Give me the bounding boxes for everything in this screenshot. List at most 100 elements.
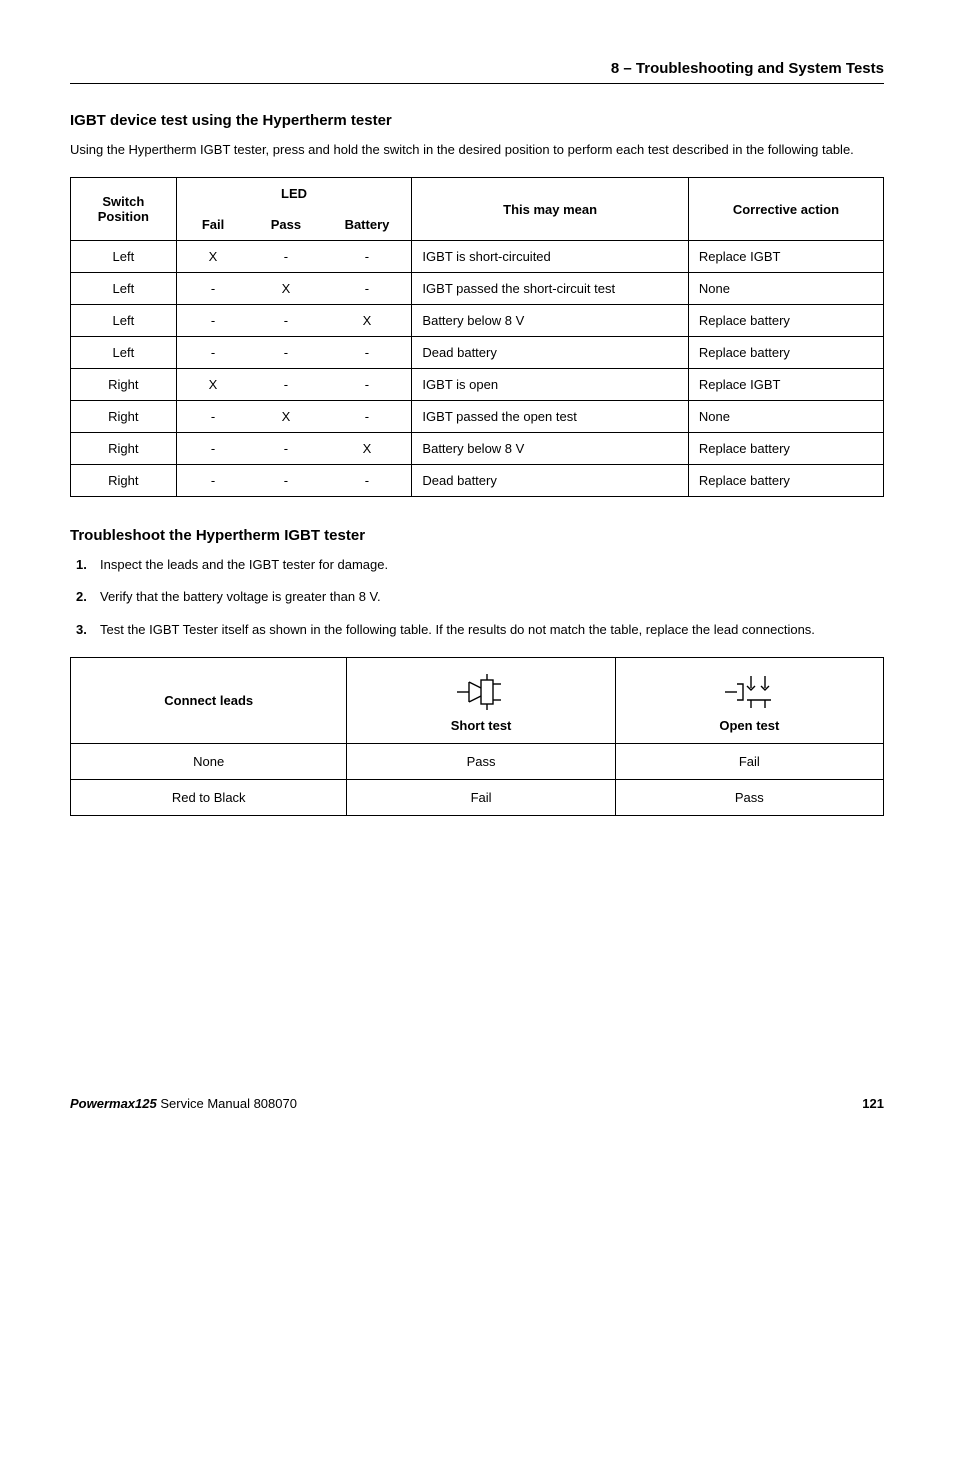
table-row: Left - X - IGBT passed the short-circuit…: [71, 273, 884, 305]
cell-fail: -: [176, 305, 249, 337]
footer-page: 121: [862, 1096, 884, 1111]
cell-action: Replace battery: [688, 305, 883, 337]
th-connect-text: Connect leads: [164, 693, 253, 708]
cell-open: Pass: [615, 779, 883, 815]
section1-intro: Using the Hypertherm IGBT tester, press …: [70, 141, 884, 159]
cell-fail: -: [176, 401, 249, 433]
cell-fail: -: [176, 433, 249, 465]
cell-fail: -: [176, 465, 249, 497]
cell-pos: Right: [71, 369, 177, 401]
page-footer: Powermax125 Service Manual 808070 121: [70, 1096, 884, 1111]
cell-pass: -: [249, 337, 322, 369]
th-action: Corrective action: [688, 178, 883, 241]
cell-pass: -: [249, 369, 322, 401]
cell-pos: Left: [71, 273, 177, 305]
cell-pass: -: [249, 241, 322, 273]
cell-action: Replace battery: [688, 465, 883, 497]
table-row: Left - - X Battery below 8 V Replace bat…: [71, 305, 884, 337]
table-row: Right - X - IGBT passed the open test No…: [71, 401, 884, 433]
step-item: Test the IGBT Tester itself as shown in …: [76, 621, 884, 639]
cell-pos: Right: [71, 433, 177, 465]
table-row: None Pass Fail: [71, 743, 884, 779]
cell-pos: Right: [71, 401, 177, 433]
cell-batt: -: [323, 465, 412, 497]
section-header: 8 – Troubleshooting and System Tests: [70, 60, 884, 84]
cell-action: None: [688, 273, 883, 305]
th-pass: Pass: [249, 209, 322, 241]
cell-batt: -: [323, 273, 412, 305]
cell-open: Fail: [615, 743, 883, 779]
th-switch-position: Switch Position: [71, 178, 177, 241]
cell-mean: IGBT is open: [412, 369, 688, 401]
step-item: Inspect the leads and the IGBT tester fo…: [76, 556, 884, 574]
cell-pos: Right: [71, 465, 177, 497]
cell-pass: -: [249, 465, 322, 497]
cell-mean: IGBT passed the open test: [412, 401, 688, 433]
th-connect: Connect leads: [71, 657, 347, 743]
th-short: Short test: [347, 657, 615, 743]
cell-mean: Dead battery: [412, 465, 688, 497]
steps-list: Inspect the leads and the IGBT tester fo…: [70, 556, 884, 639]
cell-batt: -: [323, 401, 412, 433]
cell-connect: None: [71, 743, 347, 779]
cell-mean: Battery below 8 V: [412, 433, 688, 465]
cell-short: Fail: [347, 779, 615, 815]
cell-pass: -: [249, 433, 322, 465]
cell-fail: X: [176, 241, 249, 273]
footer-rest-text: Service Manual 808070: [160, 1096, 297, 1111]
cell-pass: X: [249, 273, 322, 305]
table-row: Right - - - Dead battery Replace battery: [71, 465, 884, 497]
th-mean: This may mean: [412, 178, 688, 241]
table-row: Left X - - IGBT is short-circuited Repla…: [71, 241, 884, 273]
cell-batt: -: [323, 337, 412, 369]
igbt-test-table: Switch Position LED This may mean Correc…: [70, 177, 884, 497]
cell-pass: X: [249, 401, 322, 433]
footer-brand: Powermax125: [70, 1096, 157, 1111]
step-text: Inspect the leads and the IGBT tester fo…: [100, 557, 388, 572]
short-test-icon: [453, 672, 509, 712]
section2-title: Troubleshoot the Hypertherm IGBT tester: [70, 527, 884, 544]
cell-pos: Left: [71, 305, 177, 337]
cell-action: Replace battery: [688, 433, 883, 465]
cell-mean: Dead battery: [412, 337, 688, 369]
cell-mean: IGBT is short-circuited: [412, 241, 688, 273]
th-fail: Fail: [176, 209, 249, 241]
table-row: Right - - X Battery below 8 V Replace ba…: [71, 433, 884, 465]
cell-action: None: [688, 401, 883, 433]
th-switch-position-text: Switch Position: [98, 194, 149, 224]
th-led: LED: [176, 178, 412, 210]
footer-left: Powermax125 Service Manual 808070: [70, 1096, 297, 1111]
cell-pos: Left: [71, 337, 177, 369]
cell-short: Pass: [347, 743, 615, 779]
section-header-text: 8 – Troubleshooting and System Tests: [611, 60, 884, 77]
step-text: Test the IGBT Tester itself as shown in …: [100, 622, 815, 637]
th-open: Open test: [615, 657, 883, 743]
cell-mean: IGBT passed the short-circuit test: [412, 273, 688, 305]
table-row: Red to Black Fail Pass: [71, 779, 884, 815]
step-text: Verify that the battery voltage is great…: [100, 589, 381, 604]
cell-pos: Left: [71, 241, 177, 273]
open-test-icon: [721, 672, 777, 712]
cell-batt: -: [323, 241, 412, 273]
cell-mean: Battery below 8 V: [412, 305, 688, 337]
th-battery: Battery: [323, 209, 412, 241]
th-open-text: Open test: [626, 718, 873, 733]
cell-action: Replace IGBT: [688, 369, 883, 401]
th-short-text: Short test: [357, 718, 604, 733]
tester-table: Connect leads Short t: [70, 657, 884, 816]
cell-action: Replace battery: [688, 337, 883, 369]
section1-title: IGBT device test using the Hypertherm te…: [70, 112, 884, 129]
cell-action: Replace IGBT: [688, 241, 883, 273]
cell-connect: Red to Black: [71, 779, 347, 815]
cell-pass: -: [249, 305, 322, 337]
step-item: Verify that the battery voltage is great…: [76, 588, 884, 606]
igbt-test-tbody: Left X - - IGBT is short-circuited Repla…: [71, 241, 884, 497]
cell-batt: -: [323, 369, 412, 401]
cell-batt: X: [323, 305, 412, 337]
cell-fail: -: [176, 337, 249, 369]
cell-fail: -: [176, 273, 249, 305]
cell-fail: X: [176, 369, 249, 401]
table-row: Right X - - IGBT is open Replace IGBT: [71, 369, 884, 401]
table-row: Left - - - Dead battery Replace battery: [71, 337, 884, 369]
cell-batt: X: [323, 433, 412, 465]
